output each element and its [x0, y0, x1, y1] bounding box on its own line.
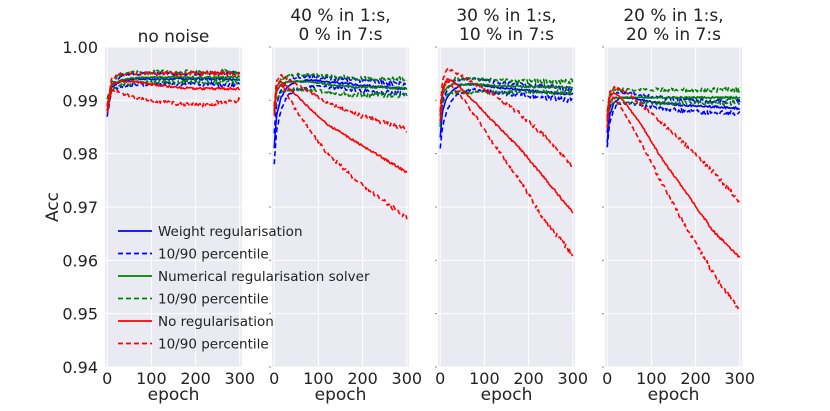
- series-line-numerical-10th: [606, 99, 741, 129]
- x-tick-label: 100: [469, 369, 500, 388]
- series-line-numerical-regularisation-solver: [606, 95, 741, 123]
- series-line-no-regularisation: [273, 80, 408, 174]
- series-line-none-10th: [273, 84, 408, 220]
- legend-label: 10/90 percentile: [158, 247, 269, 263]
- panel-title: no noise: [138, 27, 210, 47]
- series-line-none-90th: [273, 73, 408, 133]
- series-lines: [439, 67, 574, 257]
- x-tick-label: 200: [680, 369, 711, 388]
- series-line-numerical-10th: [106, 78, 241, 110]
- x-tick-label: 0: [435, 369, 445, 388]
- legend-label: No regularisation: [158, 314, 274, 330]
- legend-label: Weight regularisation: [158, 224, 303, 240]
- series-lines: [273, 72, 408, 220]
- y-tick-label: 0.97: [62, 198, 98, 217]
- x-tick-label: 100: [303, 369, 334, 388]
- x-axis-label: epoch: [648, 385, 700, 405]
- y-tick-label: 0.96: [62, 251, 98, 270]
- series-line-numerical-10th: [439, 89, 574, 128]
- panel-3: 0 100 200 300 30 % in 1:s,10 % in 7:s epoch: [435, 6, 588, 405]
- series-line-none-90th: [606, 85, 741, 203]
- series-line-numerical-90th: [439, 76, 574, 112]
- series-line-no-regularisation: [106, 80, 241, 112]
- x-tick-label: 300: [558, 369, 589, 388]
- x-tick-label: 300: [392, 369, 423, 388]
- series-line-weight-90th: [273, 74, 408, 134]
- x-tick-label: 100: [636, 369, 667, 388]
- x-tick-label: 300: [225, 369, 256, 388]
- y-tick-label: 1.00: [62, 38, 98, 57]
- x-tick-label: 0: [269, 369, 279, 388]
- x-axis-label: epoch: [481, 385, 533, 405]
- series-line-numerical-90th: [273, 72, 408, 106]
- legend-label: Numerical regularisation solver: [158, 269, 370, 285]
- panel-4: 0 100 200 300 20 % in 1:s,20 % in 7:s epoch: [602, 6, 755, 405]
- panel-title: 30 % in 1:s,: [456, 6, 556, 26]
- series-line-no-regularisation: [439, 78, 574, 214]
- series-lines: [106, 68, 241, 117]
- x-axis-label: epoch: [148, 385, 200, 405]
- x-axis-label: epoch: [315, 385, 367, 405]
- series-line-none-10th: [439, 80, 574, 257]
- panel-title: 10 % in 7:s: [459, 25, 554, 45]
- series-line-numerical-90th: [606, 86, 741, 112]
- panel-title: 40 % in 1:s,: [290, 6, 390, 26]
- y-tick-label: 0.94: [62, 358, 98, 377]
- panel-title: 20 % in 7:s: [626, 25, 721, 45]
- x-tick-label: 200: [347, 369, 378, 388]
- x-tick-label: 300: [725, 369, 756, 388]
- series-line-weight-10th: [606, 101, 741, 148]
- x-tick-label: 200: [180, 369, 211, 388]
- x-tick-label: 0: [602, 369, 612, 388]
- series-line-weight-10th: [439, 87, 574, 149]
- series-line-weight-90th: [606, 90, 741, 133]
- series-line-numerical-regularisation-solver: [273, 80, 408, 112]
- panel-1: 0 100 200 300 0.94 0.95 0.96 0.97 0.98 0.99 1.00 no…: [62, 27, 255, 405]
- y-tick-label: 0.99: [62, 91, 98, 110]
- legend: Weight regularisation 10/90 percentile Num…: [118, 224, 370, 353]
- series-line-none-10th: [106, 88, 241, 114]
- series-line-weight-90th: [439, 76, 574, 126]
- legend-label: 10/90 percentile: [158, 292, 269, 308]
- series-line-weight-10th: [273, 84, 408, 165]
- x-tick-label: 200: [513, 369, 544, 388]
- series-line-numerical-10th: [273, 87, 408, 116]
- panel-title: 20 % in 1:s,: [623, 6, 723, 26]
- series-line-none-90th: [106, 70, 241, 107]
- panel-2: 0 100 200 300 40 % in 1:s,0 % in 7:s epoch: [269, 6, 422, 405]
- x-tick-label: 0: [102, 369, 112, 388]
- series-line-none-90th: [439, 67, 573, 168]
- x-tick-label: 100: [136, 369, 167, 388]
- y-axis-label: Acc: [43, 192, 63, 222]
- panels: 0 100 200 300 0.94 0.95 0.96 0.97 0.98 0.99 1.00 no…: [62, 6, 755, 405]
- y-tick-label: 0.98: [62, 145, 98, 164]
- series-line-numerical-regularisation-solver: [439, 82, 574, 117]
- panel-title: 0 % in 7:s: [298, 25, 382, 45]
- series-lines: [606, 85, 741, 312]
- series-line-numerical-regularisation-solver: [106, 75, 241, 106]
- series-line-no-regularisation: [606, 91, 741, 258]
- legend-label: 10/90 percentile: [158, 337, 269, 353]
- y-tick-label: 0.95: [62, 305, 98, 324]
- series-line-none-10th: [606, 96, 741, 312]
